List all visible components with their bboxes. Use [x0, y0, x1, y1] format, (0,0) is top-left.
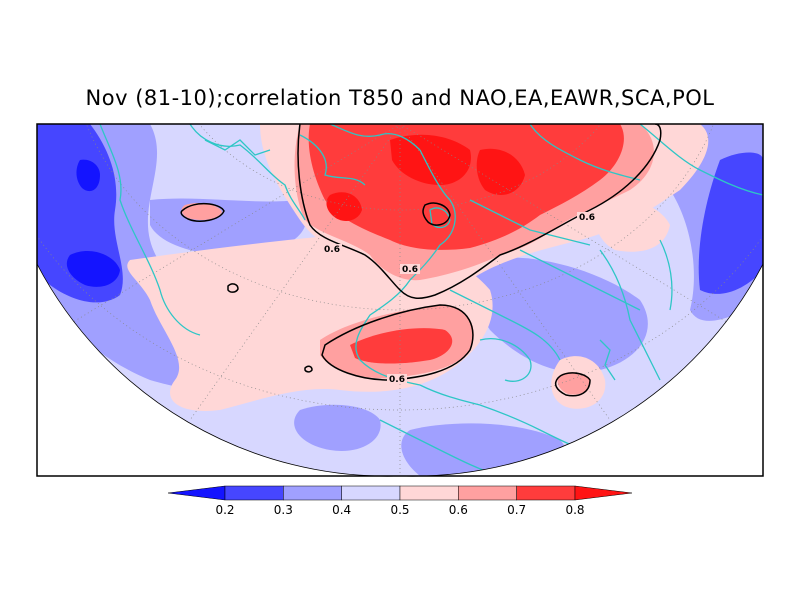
- field-west-min: [66, 250, 120, 287]
- contour-label: 0.6: [579, 213, 595, 223]
- colorbar-tick-label: 0.2: [215, 503, 234, 517]
- contour-label: 0.6: [402, 265, 418, 275]
- field-max-3: [326, 192, 362, 222]
- contour-label: 0.6: [389, 375, 405, 385]
- colorbar-tick-label: 0.7: [507, 503, 526, 517]
- colorbar-segment: [516, 485, 576, 501]
- colorbar-arrow-high: [574, 485, 633, 501]
- graticule: [37, 124, 763, 476]
- field-north-0.7: [308, 124, 624, 250]
- map-title: Nov (81-10);correlation T850 and NAO,EA,…: [85, 86, 715, 110]
- field-max-2: [476, 148, 525, 195]
- contour-iberia: [321, 304, 474, 381]
- colorbar-arrow-low: [167, 485, 226, 501]
- contour-se: [554, 372, 591, 397]
- contour-0.6: [180, 124, 662, 397]
- contour-north: [297, 124, 662, 300]
- colorbar-segment: [458, 485, 517, 501]
- colorbar-tick-label: 0.4: [332, 503, 351, 517]
- colorbar-segment: [283, 485, 342, 501]
- field-east-0.2: [698, 152, 763, 294]
- colorbar-tick-label: 0.5: [390, 503, 409, 517]
- contour-tiny-1: [227, 283, 239, 293]
- field-spot-0.6: [181, 202, 222, 220]
- colorbar: 0.2 0.3 0.4 0.5 0.6 0.7 0.8: [167, 485, 633, 517]
- colorbar-segment: [341, 485, 401, 501]
- contour-labels: 0.6 0.6 0.6 0.6: [322, 212, 597, 385]
- contour-west-spot: [180, 203, 225, 222]
- field-sw-0.3: [294, 404, 381, 451]
- contour-label: 0.6: [324, 245, 340, 255]
- colorbar-segment: [224, 485, 284, 501]
- field-se-spot-0.6: [557, 372, 590, 395]
- colorbar-segment: [399, 485, 459, 501]
- field-west-spot: [76, 159, 100, 192]
- colorbar-tick-label: 0.8: [565, 503, 584, 517]
- map-frame: [36, 123, 764, 477]
- field-max-1: [390, 134, 471, 185]
- colorbar-tick-label: 0.6: [449, 503, 468, 517]
- field-iberia-0.7: [350, 328, 453, 364]
- colorbar-tick-label: 0.3: [274, 503, 293, 517]
- contour-tiny-2: [304, 365, 313, 373]
- field-east-0.5: [595, 198, 670, 252]
- contour-baltic: [422, 202, 451, 226]
